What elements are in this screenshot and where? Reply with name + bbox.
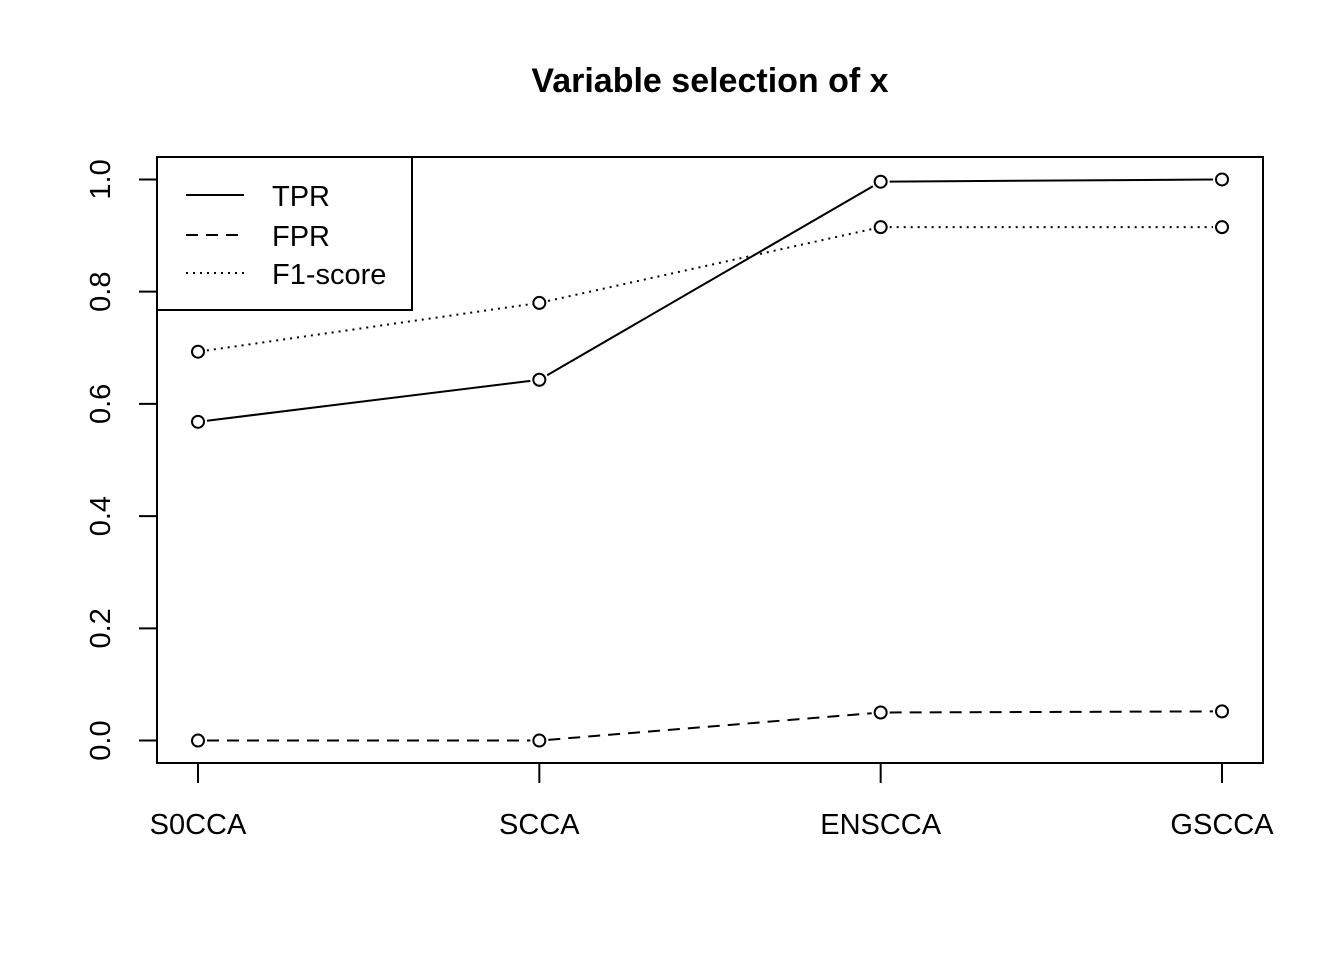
data-point — [1215, 704, 1229, 719]
series-line-segment — [547, 228, 873, 302]
data-point — [191, 344, 205, 359]
y-tick-label: 1.0 — [85, 159, 117, 199]
legend-box — [156, 156, 413, 311]
series-line-segment — [206, 303, 531, 352]
data-point — [191, 733, 205, 748]
series-line-segment — [889, 710, 1214, 714]
x-axis: S0CCA SCCA ENSCCA GSCCA — [150, 762, 1274, 841]
y-tick-label: 0.8 — [85, 272, 117, 312]
data-point — [1215, 172, 1229, 187]
x-tick-label: ENSCCA — [820, 809, 942, 841]
legend-label-tpr: TPR — [272, 181, 330, 213]
x-tick-label: GSCCA — [1170, 809, 1274, 841]
series-tpr — [191, 172, 1229, 429]
data-point — [873, 174, 888, 189]
chart-title: Variable selection of x — [531, 62, 888, 100]
legend-label-f1-score: F1-score — [272, 259, 386, 291]
data-point — [532, 295, 547, 310]
y-tick-label: 0.0 — [85, 720, 117, 760]
y-tick-label: 0.2 — [85, 608, 117, 648]
x-tick-label: SCCA — [499, 809, 580, 841]
y-axis: 0.0 0.2 0.4 0.6 0.8 1.0 — [85, 159, 158, 761]
legend-label-fpr: FPR — [272, 221, 330, 253]
series-line-segment — [889, 178, 1214, 183]
data-point — [873, 220, 888, 235]
series-line-segment — [206, 379, 531, 422]
series-layer — [191, 172, 1229, 748]
series-f1-score — [191, 220, 1229, 359]
series-line-segment — [546, 185, 874, 377]
y-tick-label: 0.4 — [85, 496, 117, 536]
data-point — [532, 372, 547, 387]
series-line-segment — [548, 712, 872, 741]
series-fpr — [191, 704, 1229, 748]
y-tick-label: 0.6 — [85, 384, 117, 424]
data-point — [1215, 220, 1229, 235]
data-point — [191, 414, 205, 429]
x-tick-label: S0CCA — [150, 809, 247, 841]
data-point — [873, 705, 888, 720]
data-point — [532, 733, 547, 748]
legend: TPR FPR F1-score — [156, 156, 413, 311]
